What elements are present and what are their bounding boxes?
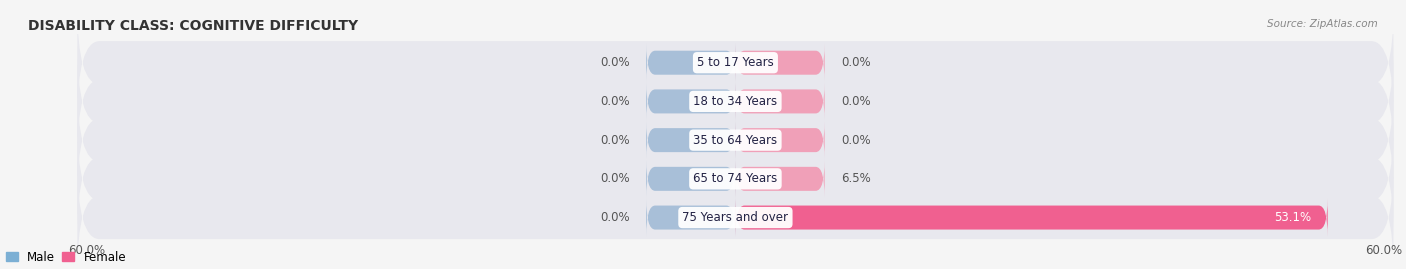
- FancyBboxPatch shape: [77, 84, 1393, 196]
- FancyBboxPatch shape: [647, 121, 735, 159]
- Text: 0.0%: 0.0%: [600, 95, 630, 108]
- FancyBboxPatch shape: [77, 123, 1393, 235]
- FancyBboxPatch shape: [647, 199, 735, 236]
- Text: 0.0%: 0.0%: [841, 95, 870, 108]
- Text: 0.0%: 0.0%: [600, 56, 630, 69]
- Text: 60.0%: 60.0%: [1365, 244, 1402, 257]
- Text: 53.1%: 53.1%: [1274, 211, 1310, 224]
- FancyBboxPatch shape: [735, 82, 825, 121]
- Legend: Male, Female: Male, Female: [1, 246, 131, 268]
- Text: 65 to 74 Years: 65 to 74 Years: [693, 172, 778, 185]
- Text: 60.0%: 60.0%: [69, 244, 105, 257]
- Text: 75 Years and over: 75 Years and over: [682, 211, 789, 224]
- FancyBboxPatch shape: [735, 199, 1327, 236]
- Text: 18 to 34 Years: 18 to 34 Years: [693, 95, 778, 108]
- Text: Source: ZipAtlas.com: Source: ZipAtlas.com: [1267, 19, 1378, 29]
- Text: DISABILITY CLASS: COGNITIVE DIFFICULTY: DISABILITY CLASS: COGNITIVE DIFFICULTY: [28, 19, 359, 33]
- FancyBboxPatch shape: [735, 160, 825, 198]
- Text: 0.0%: 0.0%: [841, 134, 870, 147]
- Text: 0.0%: 0.0%: [600, 211, 630, 224]
- FancyBboxPatch shape: [77, 162, 1393, 269]
- FancyBboxPatch shape: [735, 121, 825, 159]
- Text: 0.0%: 0.0%: [600, 172, 630, 185]
- FancyBboxPatch shape: [647, 44, 735, 82]
- Text: 0.0%: 0.0%: [600, 134, 630, 147]
- Text: 35 to 64 Years: 35 to 64 Years: [693, 134, 778, 147]
- FancyBboxPatch shape: [647, 160, 735, 198]
- FancyBboxPatch shape: [735, 44, 825, 82]
- Text: 0.0%: 0.0%: [841, 56, 870, 69]
- Text: 5 to 17 Years: 5 to 17 Years: [697, 56, 773, 69]
- FancyBboxPatch shape: [77, 45, 1393, 157]
- Text: 6.5%: 6.5%: [841, 172, 872, 185]
- FancyBboxPatch shape: [77, 7, 1393, 119]
- FancyBboxPatch shape: [647, 82, 735, 121]
